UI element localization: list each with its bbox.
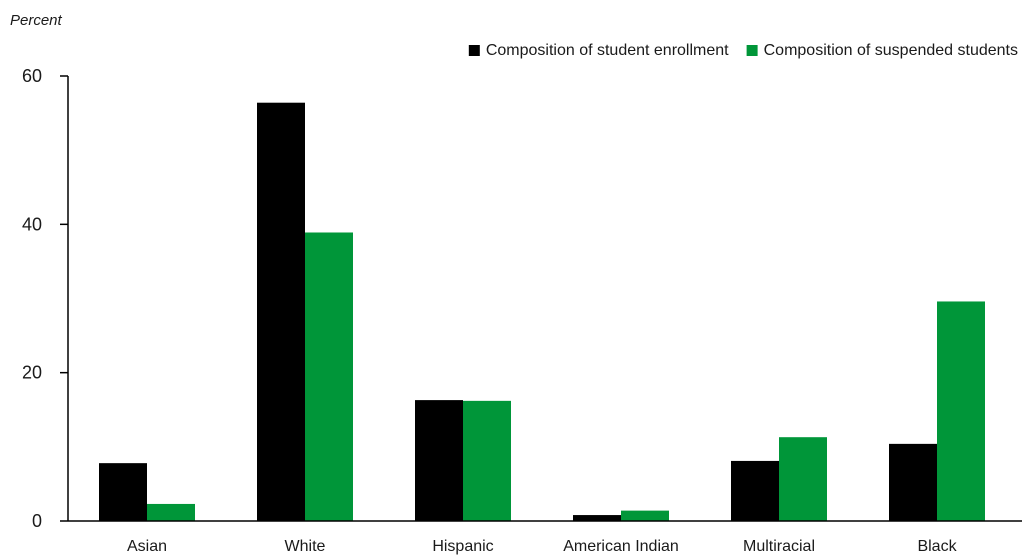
bar-enrollment (731, 460, 779, 521)
y-axis: 0 20 40 60 (22, 66, 69, 531)
y-tick-label: 20 (22, 363, 42, 383)
y-tick-label: 40 (22, 214, 42, 234)
x-tick-label: Asian (127, 538, 167, 555)
legend-swatch-enrollment (468, 45, 480, 56)
bar-suspended (147, 503, 195, 521)
bar-suspended (621, 510, 669, 521)
y-tick-label: 0 (32, 511, 42, 531)
bar-suspended (463, 400, 511, 521)
bar-suspended (779, 437, 827, 521)
bar-suspended (937, 301, 985, 521)
bar-enrollment (415, 400, 463, 521)
bar-suspended (305, 232, 353, 521)
legend-label-suspended: Composition of suspended students (764, 42, 1018, 59)
legend-swatch-suspended (746, 45, 758, 56)
bars (99, 102, 985, 521)
x-tick-label: American Indian (563, 538, 679, 555)
bar-enrollment (99, 463, 147, 521)
bar-enrollment (257, 102, 305, 521)
x-axis: Asian White Hispanic American Indian Multira… (68, 520, 1022, 555)
y-tick-label: 60 (22, 66, 42, 86)
y-axis-label: Percent (10, 12, 63, 29)
legend: Composition of student enrollment Composi… (468, 42, 1018, 59)
bar-enrollment (889, 443, 937, 521)
x-tick-label: Multiracial (743, 538, 815, 555)
x-tick-label: White (285, 538, 326, 555)
x-tick-label: Black (917, 538, 957, 555)
legend-label-enrollment: Composition of student enrollment (486, 42, 729, 59)
bar-enrollment (573, 515, 621, 521)
x-tick-label: Hispanic (432, 538, 493, 555)
